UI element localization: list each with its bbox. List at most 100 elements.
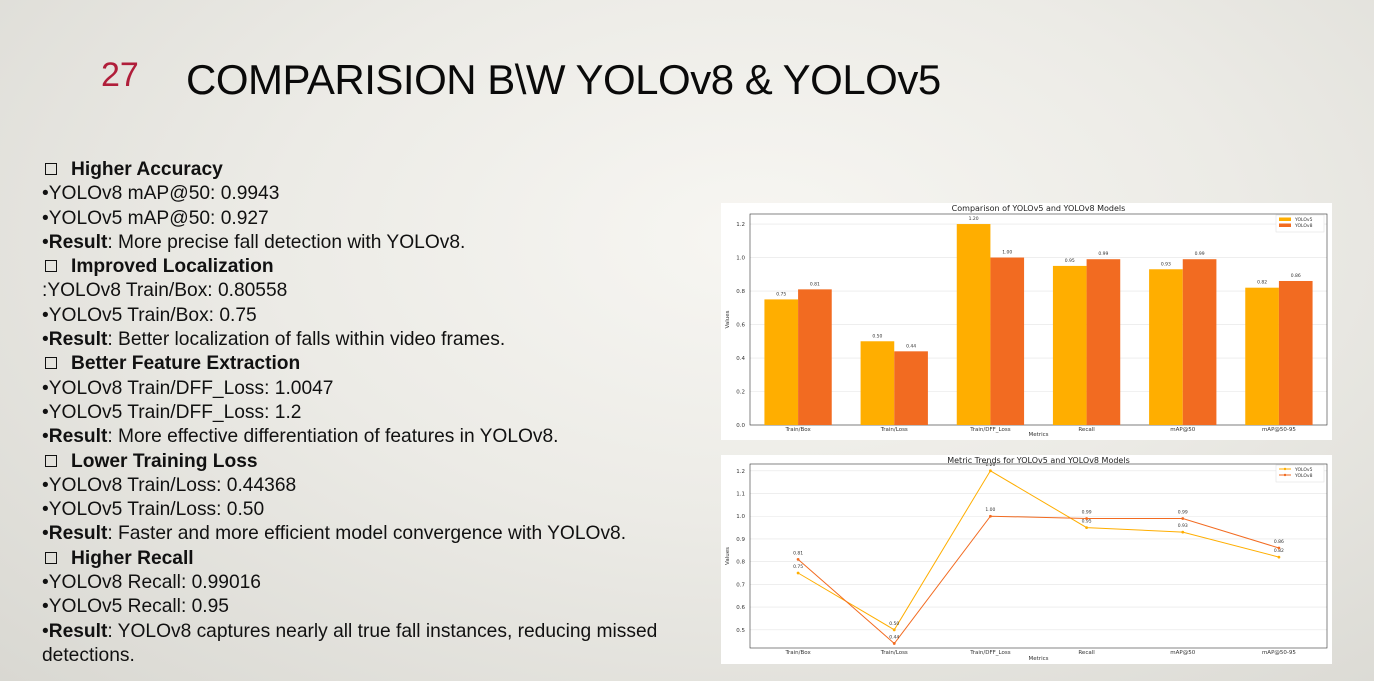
list-item: •YOLOv5 Recall: 0.95 (42, 596, 229, 618)
series-line-yolov8 (797, 515, 1280, 645)
bar-yolov5 (1149, 269, 1183, 425)
legend-marker (1283, 473, 1287, 477)
bullet: • (42, 523, 49, 545)
result-label: Result (48, 523, 108, 545)
y-tick-label: 1.2 (736, 222, 745, 228)
x-tick-label: mAP@50 (1170, 650, 1195, 656)
point-value-label: 0.95 (1082, 519, 1092, 525)
plot-frame (749, 463, 1328, 649)
x-axis-label: Metrics (1029, 656, 1049, 662)
x-tick-label: Train/Box (784, 427, 811, 433)
result-text: : YOLOv8 captures nearly all true fall i… (107, 620, 658, 642)
result-continuation: detections. (42, 644, 135, 666)
slide-number: 27 (101, 56, 139, 94)
data-point-yolov8 (989, 514, 992, 518)
x-tick-label: Recall (1078, 427, 1095, 433)
result-text: : Better localization of falls within vi… (107, 329, 506, 351)
x-tick-label: mAP@50 (1170, 427, 1195, 433)
list-item: •YOLOv8 Recall: 0.99016 (42, 572, 261, 594)
legend-marker (1283, 467, 1287, 471)
heading-text: Improved Localization (71, 256, 274, 278)
result-label: Result (48, 329, 108, 351)
list-item: •YOLOv5 Train/Box: 0.75 (42, 304, 257, 326)
point-value-label: 0.82 (1274, 548, 1284, 554)
bar-value-label: 0.86 (1291, 273, 1301, 279)
bar-yolov8 (1086, 259, 1121, 425)
heading-text: Better Feature Extraction (71, 353, 301, 375)
checkbox-bullet-icon (45, 260, 57, 273)
y-tick-label: 1.0 (736, 514, 745, 520)
section-heading: Higher Accuracy (42, 158, 722, 182)
result-text: : More effective differentiation of feat… (107, 426, 559, 448)
y-tick-label: 0.8 (736, 289, 745, 295)
series-line-yolov5 (797, 470, 1280, 631)
data-point-yolov8 (1085, 517, 1088, 520)
bar-value-label: 0.95 (1065, 258, 1075, 264)
data-point-yolov5 (892, 628, 896, 632)
x-tick-label: Train/Loss (880, 427, 908, 433)
bar-yolov8 (990, 257, 1025, 425)
list-item: •YOLOv8 Train/DFF_Loss: 1.0047 (42, 377, 334, 399)
y-tick-label: 0.8 (736, 560, 745, 566)
bar-value-label: 0.93 (1161, 261, 1171, 267)
result-label: Result (48, 426, 108, 448)
y-tick-label: 0.0 (736, 423, 745, 429)
plot-frame (749, 213, 1328, 426)
list-item: •YOLOv5 Train/Loss: 0.50 (42, 499, 265, 521)
content-list: Higher Accuracy •YOLOv8 mAP@50: 0.9943 •… (42, 158, 722, 668)
bar-value-label: 0.44 (906, 343, 916, 349)
bar-value-label: 0.99 (1195, 251, 1205, 257)
result-line: •Result: More precise fall detection wit… (42, 231, 722, 255)
legend-swatch (1279, 223, 1291, 227)
point-value-label: 0.50 (889, 621, 899, 627)
line-chart: Metric Trends for YOLOv5 and YOLOv8 Mode… (721, 455, 1332, 664)
data-point-yolov8 (796, 558, 800, 561)
bar-value-label: 1.20 (969, 216, 979, 222)
bullet: • (42, 329, 49, 351)
data-point-yolov5 (796, 571, 800, 575)
point-value-label: 1.00 (985, 507, 995, 513)
point-value-label: 0.81 (793, 550, 803, 556)
data-point-yolov5 (1085, 526, 1088, 530)
chart-title: Comparison of YOLOv5 and YOLOv8 Models (952, 204, 1126, 213)
result-text: : Faster and more efficient model conver… (107, 523, 627, 545)
result-line: •Result: Faster and more efficient model… (42, 522, 722, 546)
data-point-yolov8 (1181, 517, 1185, 520)
list-item: :YOLOv8 Train/Box: 0.80558 (42, 280, 288, 302)
result-label: Result (48, 231, 108, 253)
bullet: • (42, 231, 49, 253)
data-point-yolov5 (1277, 555, 1281, 559)
legend-label: YOLOv5 (1294, 467, 1313, 473)
bar-yolov5 (1052, 265, 1087, 425)
y-tick-label: 0.5 (736, 628, 745, 634)
bar-value-label: 0.75 (776, 291, 786, 297)
result-line: •Result: YOLOv8 captures nearly all true… (42, 620, 722, 644)
checkbox-bullet-icon (45, 551, 57, 564)
x-tick-label: Train/Box (784, 650, 811, 656)
y-tick-label: 1.0 (736, 256, 745, 262)
bar-value-label: 1.00 (1002, 250, 1012, 256)
heading-text: Higher Recall (71, 547, 194, 569)
data-point-yolov8 (1277, 546, 1281, 550)
bar-chart-svg: Comparison of YOLOv5 and YOLOv8 Models 0.… (725, 204, 1328, 438)
legend-swatch (1279, 217, 1291, 221)
x-tick-label: Recall (1078, 650, 1095, 656)
x-tick-label: mAP@50-95 (1262, 427, 1296, 433)
bar-yolov5 (764, 299, 799, 425)
legend-label: YOLOv8 (1294, 223, 1313, 229)
point-value-label: 0.99 (1178, 510, 1188, 516)
data-point-yolov8 (892, 642, 896, 645)
y-axis-label: Values (725, 547, 731, 565)
y-tick-label: 0.7 (736, 582, 745, 588)
bar-yolov5 (1245, 287, 1279, 425)
bullet: • (42, 620, 49, 642)
data-point-yolov5 (989, 469, 992, 473)
point-value-label: 0.99 (1082, 510, 1092, 516)
checkbox-bullet-icon (45, 454, 57, 467)
x-tick-label: Train/DFF_Loss (969, 650, 1011, 656)
point-value-label: 0.44 (889, 634, 899, 640)
point-value-label: 1.20 (985, 462, 995, 468)
line-chart-svg: Metric Trends for YOLOv5 and YOLOv8 Mode… (725, 456, 1328, 662)
bar-value-label: 0.50 (872, 333, 882, 339)
point-value-label: 0.93 (1178, 523, 1188, 529)
